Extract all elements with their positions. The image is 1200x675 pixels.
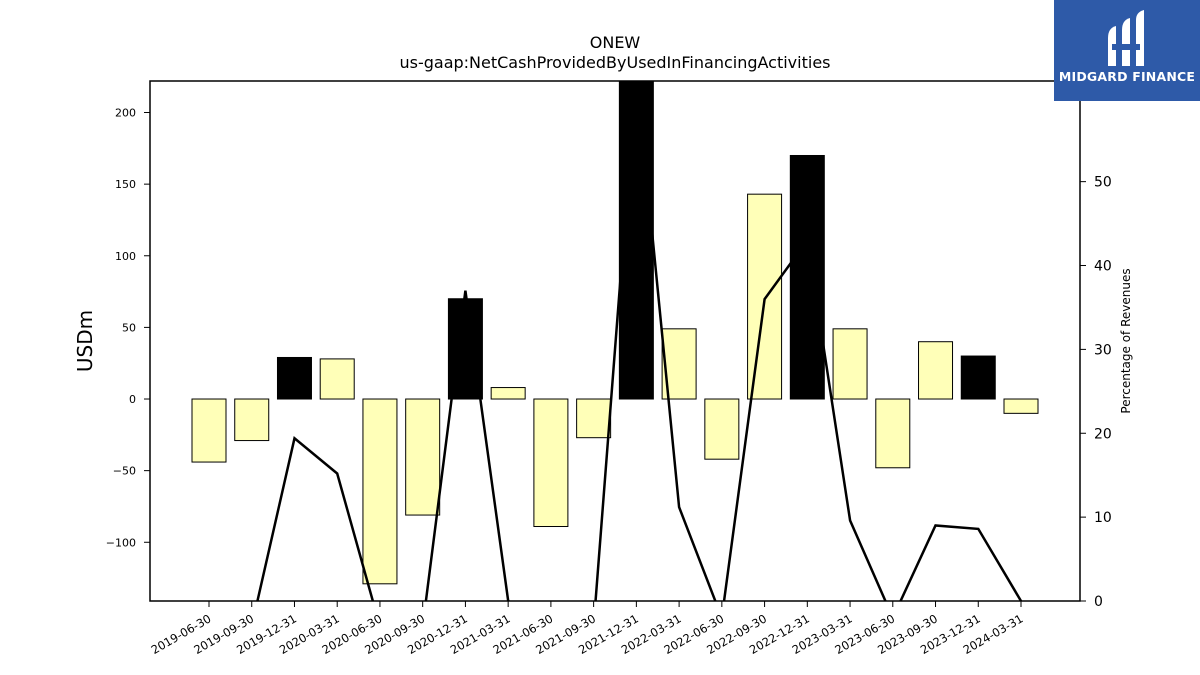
y-tick-label: 100: [115, 250, 136, 263]
y-tick-label: 150: [115, 178, 136, 191]
bar: [405, 398, 441, 516]
y-axis-label: USDm: [73, 310, 97, 372]
y-tick-label: −100: [106, 536, 136, 549]
y2-tick-label: 40: [1094, 259, 1112, 275]
bar: [276, 356, 312, 400]
y-tick-label: 0: [129, 393, 136, 406]
bar: [234, 398, 270, 442]
bars-group: [191, 81, 1039, 585]
bar: [832, 328, 868, 400]
bar: [1003, 398, 1039, 414]
brand-logo: MIDGARD FINANCE: [1054, 0, 1200, 101]
y2-tick-label: 20: [1094, 426, 1112, 442]
bar: [875, 398, 911, 469]
line-group: [256, 81, 1023, 601]
midgard-logo-icon: [1108, 10, 1144, 66]
bar: [576, 398, 612, 439]
bar: [747, 193, 783, 400]
series-line: [256, 81, 1023, 601]
y-tick-label: 50: [122, 321, 136, 334]
y2-tick-label: 10: [1094, 510, 1112, 526]
bar: [533, 398, 569, 528]
y2-tick-label: 50: [1094, 175, 1112, 191]
bar: [618, 81, 654, 400]
brand-name: MIDGARD FINANCE: [1058, 69, 1196, 84]
y2-axis-label: Percentage of Revenues: [1119, 268, 1133, 413]
bar: [191, 398, 227, 463]
bar: [490, 387, 526, 400]
bar: [362, 398, 398, 585]
bar: [918, 341, 954, 400]
bar: [960, 355, 996, 400]
bar: [704, 398, 740, 460]
bar: [319, 358, 355, 400]
plot-frame: [149, 80, 1081, 602]
y-tick-label: 200: [115, 107, 136, 120]
bar: [789, 154, 825, 400]
y2-tick-label: 30: [1094, 342, 1112, 358]
y-tick-label: −50: [113, 465, 136, 478]
chart-title: ONEW: [590, 33, 641, 52]
y2-tick-label: 0: [1094, 594, 1103, 610]
chart-subtitle: us-gaap:NetCashProvidedByUsedInFinancing…: [399, 53, 830, 72]
